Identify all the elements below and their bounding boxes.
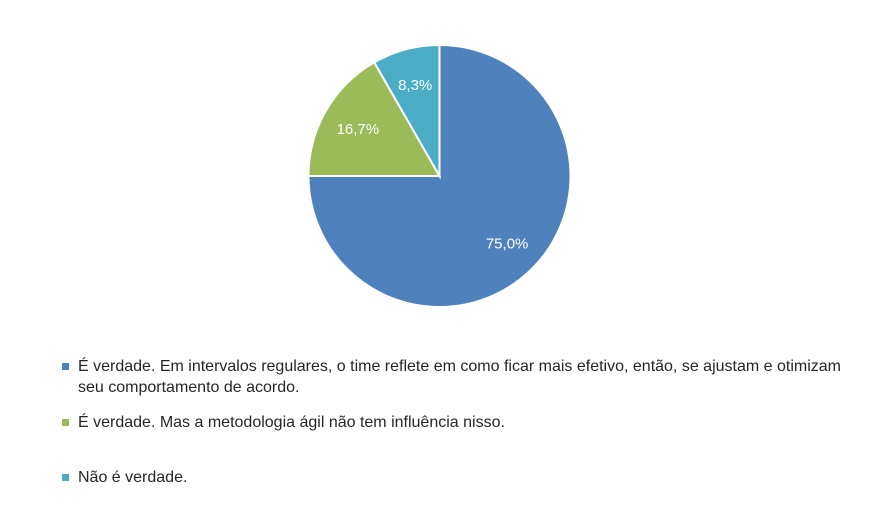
legend-item-1: É verdade. Em intervalos regulares, o ti…	[62, 356, 842, 398]
pie-slice-2	[307, 61, 442, 177]
legend-swatch-1	[62, 363, 69, 370]
pie-data-labels: 75,0% 16,7% 8,3%	[337, 77, 529, 253]
legend-item-2: É verdade. Mas a metodologia ágil não te…	[62, 412, 842, 433]
pie-slices	[307, 43, 572, 308]
pie-slice-1	[307, 43, 572, 308]
data-label-2: 16,7%	[337, 121, 380, 138]
legend-swatch-2	[62, 419, 69, 426]
legend-label-3: Não é verdade.	[78, 469, 188, 486]
legend-item-3: Não é verdade.	[62, 467, 842, 488]
pie-slice-3	[372, 43, 441, 180]
legend-label-2: É verdade. Mas a metodologia ágil não te…	[78, 414, 505, 431]
chart-legend: É verdade. Em intervalos regulares, o ti…	[62, 356, 842, 488]
data-label-1: 75,0%	[486, 236, 529, 253]
legend-swatch-3	[62, 474, 69, 481]
data-label-3: 8,3%	[398, 77, 432, 94]
legend-label-1: É verdade. Em intervalos regulares, o ti…	[78, 358, 841, 396]
